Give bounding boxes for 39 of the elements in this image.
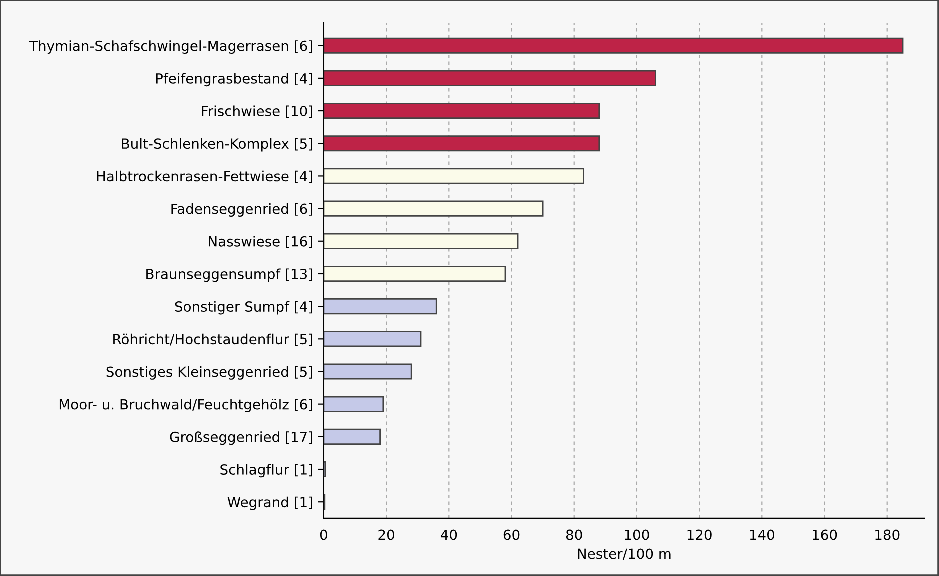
bar (324, 200, 544, 217)
bar (324, 364, 412, 380)
bar (324, 38, 904, 54)
y-tick-label: Thymian-Schafschwingel-Magerrasen [6] (29, 40, 312, 54)
x-tick-label: 0 (320, 530, 328, 540)
y-tick-label: Nasswiese [16] (209, 236, 312, 248)
y-tick-label: Halbtrockenrasen-Fettwiese [4] (97, 170, 312, 184)
bar (324, 298, 438, 315)
bar (324, 70, 656, 86)
y-tick-label: Frischwiese [10] (202, 106, 312, 118)
y-tick-label: Pfeifengrasbestand [4] (156, 73, 312, 87)
y-tick-label: Sonstiges Kleinseggenried [5] (106, 366, 312, 380)
bar (324, 136, 600, 152)
bar (324, 266, 506, 282)
x-axis-title: Nester/100 m (578, 548, 671, 560)
bar (324, 396, 384, 412)
bar (324, 331, 422, 348)
y-tick-label: Bult-Schlenken-Komplex [5] (122, 138, 312, 152)
y-tick-label: Sonstiger Sumpf [4] (175, 301, 312, 315)
y-tick-label: Großseggenried [17] (170, 432, 312, 446)
y-tick-label: Schlagflur [1] (220, 464, 312, 478)
bar (324, 428, 381, 445)
bar (324, 103, 600, 120)
y-tick-label: Moor- u. Bruchwald/Feuchtgehölz [6] (60, 399, 312, 412)
x-tick-label: 20 (378, 530, 394, 540)
y-tick-label: Röhricht/Hochstaudenflur [5] (114, 334, 312, 346)
x-tick-label: 140 (750, 530, 774, 540)
x-tick-label: 120 (688, 530, 712, 540)
y-tick-label: Wegrand [1] (228, 496, 312, 510)
x-tick-label: 160 (813, 530, 838, 540)
bar (324, 168, 584, 184)
bar (324, 233, 519, 250)
x-tick-label: 180 (876, 530, 900, 540)
x-tick-label: 100 (625, 530, 650, 540)
x-tick-label: 80 (566, 530, 582, 540)
y-tick-label: Braunseggensumpf [13] (146, 268, 312, 282)
x-tick-label: 60 (504, 530, 520, 540)
y-tick-label: Fadenseggenried [6] (172, 204, 312, 217)
x-tick-label: 40 (440, 530, 458, 540)
